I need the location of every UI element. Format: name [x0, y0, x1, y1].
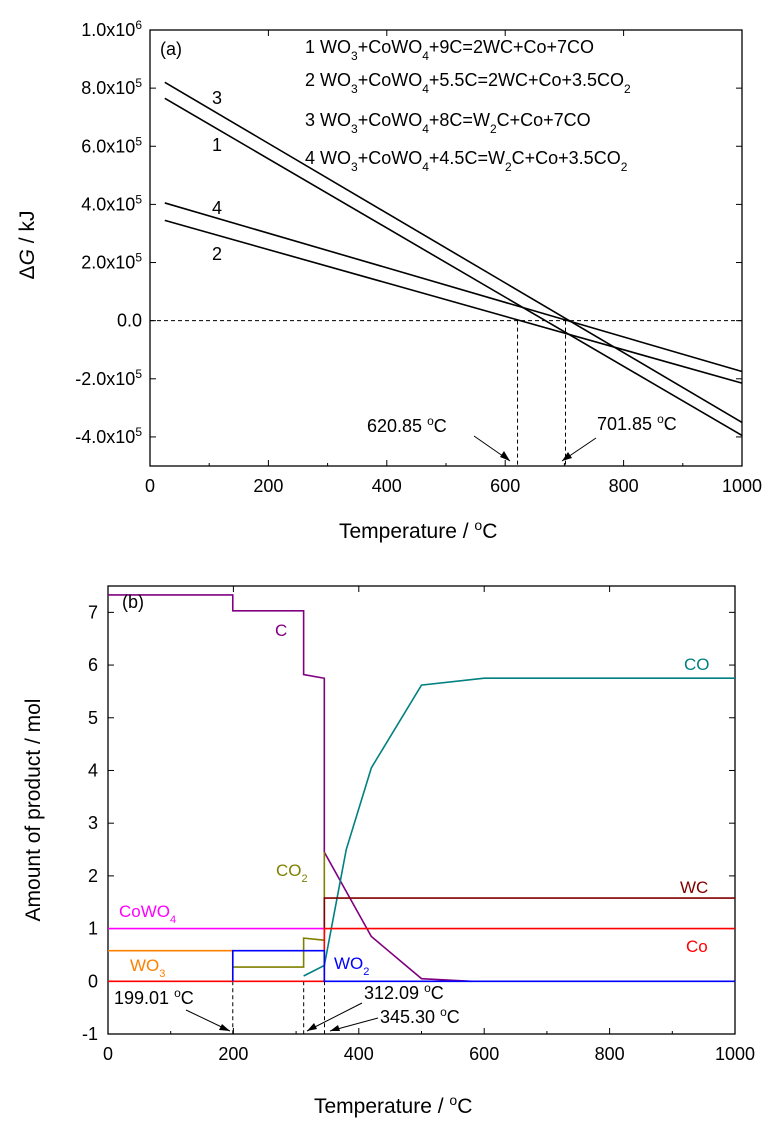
series-line-a-4 [164, 202, 743, 373]
y-axis-title-a: ΔG / kJ [16, 211, 39, 280]
x-axis-title-a: Temperature / oC [339, 517, 497, 543]
y-tick-label-b: 5 [88, 708, 98, 728]
y-tick-label-a: 0.0 [117, 311, 142, 331]
annotation-620: 620.85 oC [367, 414, 447, 436]
series-label-wo3: WO3 [130, 956, 165, 980]
x-axis-title-b: Temperature / oC [314, 1092, 472, 1118]
x-tick-label-a: 0 [145, 476, 155, 496]
legend-entry-4: 4 WO3+CoWO4+4.5C=W2C+Co+3.5CO2 [305, 148, 628, 174]
y-tick-label-a: -2.0x105 [75, 367, 142, 389]
series-label-co-metal: Co [686, 937, 708, 956]
panel-a: 0 200 400 600 800 1000 -4.0x105 -2.0x105 0.0 2.0… [16, 18, 762, 543]
plot-frame-b [107, 585, 736, 1035]
legend-entry-3: 3 WO3+CoWO4+8C=W2C+Co+7CO [305, 110, 591, 136]
panel-label-b: (b) [122, 592, 144, 612]
y-tick-label-b: 3 [88, 813, 98, 833]
series-line-a-3 [164, 81, 743, 424]
legend-entry-1: 1 WO3+CoWO4+9C=2WC+Co+7CO [305, 37, 594, 63]
x-tick-label-a: 1000 [722, 476, 762, 496]
series-line-b-wc [323, 897, 735, 934]
y-tick-label-a: 1.0x106 [81, 18, 142, 40]
x-tick-label-b: 600 [469, 1044, 499, 1064]
series-line-a-2 [164, 219, 743, 384]
y-tick-label-b: 0 [88, 971, 98, 991]
y-tick-label-a: 2.0x105 [81, 251, 142, 273]
arrowhead-312 [307, 1023, 317, 1031]
legend-entry-2: 2 WO3+CoWO4+5.5C=2WC+Co+3.5CO2 [305, 70, 631, 96]
curve-label-2: 2 [212, 244, 222, 264]
y-tick-label-a: 8.0x105 [81, 76, 142, 98]
x-tick-label-a: 800 [609, 476, 639, 496]
y-axis-title-b: Amount of product / mol [22, 699, 45, 922]
y-tick-label-a: 6.0x105 [81, 134, 142, 156]
curve-label-1: 1 [212, 135, 222, 155]
x-tick-label-b: 0 [103, 1044, 113, 1064]
arrow-312 [306, 1002, 363, 1032]
annotation-345: 345.30 oC [380, 1005, 460, 1027]
y-tick-label-b: 1 [88, 919, 98, 939]
x-tick-label-b: 800 [595, 1044, 625, 1064]
series-label-c: C [275, 621, 287, 640]
series-line-b-c [108, 594, 472, 983]
x-tick-label-a: 200 [253, 476, 283, 496]
arrowhead-620 [500, 451, 510, 461]
series-line-b-co [108, 927, 735, 983]
y-tick-label-b: 4 [88, 760, 98, 780]
curve-label-4: 4 [212, 198, 222, 218]
arrowhead-199 [219, 1024, 230, 1031]
annotation-312: 312.09 oC [364, 981, 444, 1003]
y-tick-label-b: -1 [82, 1024, 98, 1044]
x-tick-label-b: 400 [344, 1044, 374, 1064]
series-label-cowo4: CoWO4 [119, 902, 176, 926]
panel-label-a: (a) [160, 39, 182, 59]
y-tick-label-b: 6 [88, 655, 98, 675]
x-tick-label-a: 400 [372, 476, 402, 496]
arrowhead-345 [330, 1025, 340, 1031]
series-line-b-wo3 [108, 949, 234, 982]
annotation-701: 701.85 oC [597, 412, 677, 434]
series-label-co: CO [684, 655, 710, 674]
x-tick-label-b: 200 [218, 1044, 248, 1064]
series-label-co2: CO2 [276, 861, 308, 885]
series-label-wo2: WO2 [334, 954, 369, 978]
series-line-b-wo2 [231, 949, 735, 983]
x-tick-label-a: 600 [490, 476, 520, 496]
x-tick-label-b: 1000 [715, 1044, 755, 1064]
y-tick-label-b: 2 [88, 866, 98, 886]
y-tick-label-b: 7 [88, 602, 98, 622]
arrowhead-701 [562, 452, 572, 461]
y-tick-label-a: -4.0x105 [75, 425, 142, 447]
annotation-199: 199.01 oC [114, 986, 194, 1008]
curve-label-3: 3 [212, 88, 222, 108]
y-tick-label-a: 4.0x105 [81, 192, 142, 214]
series-line-a-1 [164, 97, 743, 437]
series-label-wc: WC [680, 878, 708, 897]
